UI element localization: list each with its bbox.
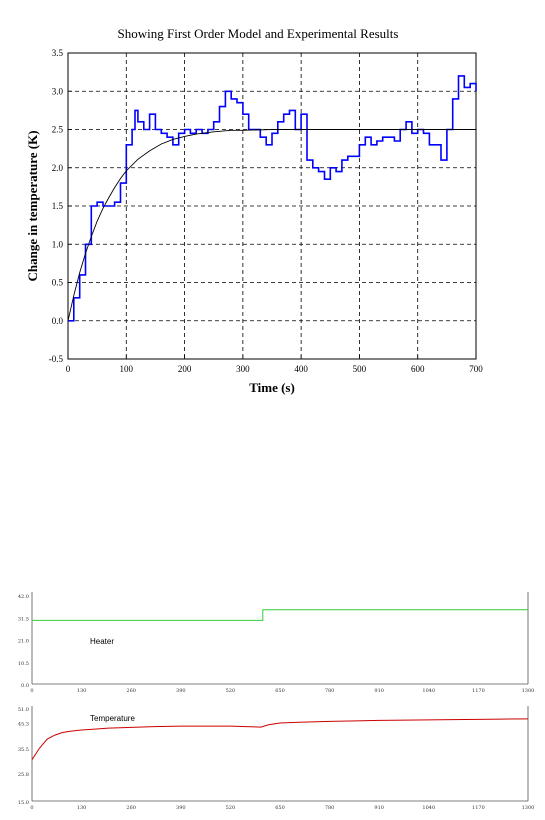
heater-label: Heater [90, 637, 114, 646]
x-tick-label: 600 [411, 364, 425, 374]
x-tick-label: 910 [374, 805, 384, 811]
x-tick-label: 300 [236, 364, 250, 374]
x-tick-label: 390 [176, 805, 186, 811]
x-tick-label: 780 [325, 805, 335, 811]
y-tick-label: 1.0 [52, 239, 64, 249]
x-tick-label: 500 [353, 364, 367, 374]
x-tick-label: 1170 [472, 805, 485, 811]
temperature-x-ticks: 0 130 260 390 520 650 780 910 1040 1170 1300 [30, 805, 534, 811]
heater-series [32, 609, 528, 621]
y-tick-label: 2.0 [52, 163, 64, 173]
x-tick-label: 0 [30, 805, 33, 811]
x-tick-label: 200 [178, 364, 192, 374]
series-line [32, 609, 528, 621]
x-tick-label: 260 [126, 805, 136, 811]
x-tick-label: 1300 [522, 805, 535, 811]
x-tick-label: 1300 [522, 688, 535, 694]
heater-panel: 0.0 10.5 21.0 31.5 42.0 0 130 260 390 520 650 780 9… [18, 592, 534, 694]
x-tick-label: 700 [469, 364, 483, 374]
x-tick-label: 1170 [472, 688, 485, 694]
x-tick-label: 130 [77, 805, 87, 811]
y-tick-label: 10.5 [18, 661, 29, 667]
y-tick-label: 51.0 [18, 707, 29, 713]
y-tick-label: 45.3 [18, 722, 29, 728]
x-tick-label: 650 [275, 805, 285, 811]
experimental-series-line [68, 75, 477, 322]
temperature-panel: 15.0 25.8 35.5 45.3 51.0 0 130 260 390 520 650 780… [18, 706, 534, 811]
x-tick-label: 1040 [422, 688, 435, 694]
y-tick-label: 1.5 [52, 201, 64, 211]
x-tick-label: 0 [30, 688, 33, 694]
y-tick-label: 31.5 [18, 616, 29, 622]
y-tick-label: 35.5 [18, 747, 29, 753]
y-tick-label: 15.0 [18, 800, 29, 806]
y-tick-label: 0.5 [52, 278, 64, 288]
y-tick-label: 3.5 [52, 48, 64, 58]
top-chart: Showing First Order Model and Experiment… [25, 26, 483, 395]
y-tick-label: 3.0 [52, 86, 64, 96]
y-tick-label: -0.5 [49, 354, 64, 364]
x-tick-label: 650 [275, 688, 285, 694]
x-tick-label: 260 [126, 688, 136, 694]
y-axis-label: Change in temperature (K) [25, 130, 40, 281]
x-tick-label: 780 [325, 688, 335, 694]
series-line [31, 718, 529, 760]
temperature-y-ticks: 15.0 25.8 35.5 45.3 51.0 [18, 707, 29, 806]
top-series [67, 75, 477, 322]
heater-y-ticks: 0.0 10.5 21.0 31.5 42.0 [18, 594, 29, 689]
y-tick-label: 0.0 [21, 683, 29, 689]
x-tick-label: 390 [176, 688, 186, 694]
top-grid [68, 53, 476, 359]
y-tick-label: 21.0 [18, 639, 29, 645]
x-tick-label: 100 [120, 364, 134, 374]
x-tick-label: 520 [226, 688, 236, 694]
y-tick-label: 2.5 [52, 125, 64, 135]
chart-title: Showing First Order Model and Experiment… [118, 26, 399, 41]
x-tick-label: 520 [226, 805, 236, 811]
x-axis-label: Time (s) [249, 380, 295, 395]
heater-x-ticks: 0 130 260 390 520 650 780 910 1040 1170 1300 [30, 688, 534, 694]
x-tick-label: 400 [294, 364, 308, 374]
x-tick-label: 130 [77, 688, 87, 694]
temperature-series [31, 718, 529, 760]
x-tick-label: 1040 [422, 805, 435, 811]
y-tick-label: 0.0 [52, 316, 64, 326]
top-x-ticks: 0 100 200 300 400 500 600 700 [66, 355, 483, 374]
x-tick-label: 0 [66, 364, 71, 374]
model-series-line [67, 129, 476, 321]
y-tick-label: 25.8 [18, 772, 29, 778]
y-tick-label: 42.0 [18, 594, 29, 600]
temperature-label: Temperature [90, 714, 135, 723]
x-tick-label: 910 [374, 688, 384, 694]
